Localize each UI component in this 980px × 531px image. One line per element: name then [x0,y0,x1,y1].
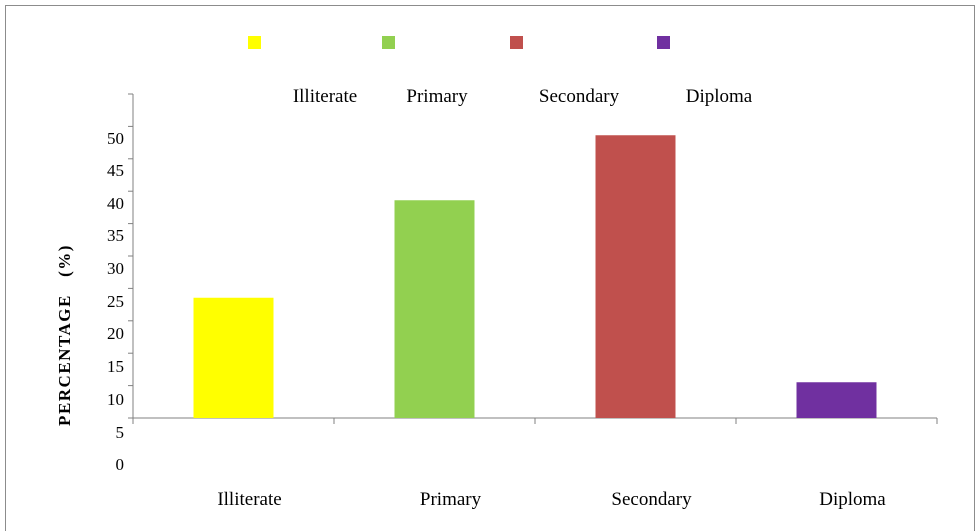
y-axis-title: PERCENTAGE (%) [55,244,74,426]
bar-illiterate [193,297,274,418]
legend: Illiterate Primary Secondary Diploma [248,36,753,107]
legend-label: Diploma [686,86,753,107]
y-axis: 0 5 10 15 20 25 30 35 40 45 50 [107,93,134,474]
x-tick-label: Diploma [819,489,886,510]
chart-frame [5,5,975,531]
y-tick-label: 45 [107,161,124,180]
x-axis: Illiterate Primary Secondary Diploma [132,417,938,510]
legend-swatch [382,36,395,49]
x-tick-label: Primary [420,489,482,510]
x-tick-label: Illiterate [217,489,281,510]
legend-label: Secondary [539,86,620,107]
bar-secondary [595,135,676,418]
y-tick-label: 30 [107,259,124,278]
y-tick-label: 50 [107,129,124,148]
y-tick-label: 40 [107,194,124,213]
x-tick-label: Secondary [611,489,692,510]
y-tick-label: 0 [116,455,125,474]
y-tick-label: 25 [107,292,124,311]
legend-swatch [657,36,670,49]
legend-swatch [248,36,261,49]
bar-primary [394,200,475,418]
bars [193,135,877,418]
y-tick-label: 5 [116,423,125,442]
bar-diploma [796,382,877,418]
legend-swatch [510,36,523,49]
y-tick-label: 15 [107,357,124,376]
y-tick-label: 35 [107,226,124,245]
legend-label: Illiterate [293,86,357,107]
legend-label: Primary [406,86,468,107]
y-tick-label: 20 [107,324,124,343]
y-tick-label: 10 [107,390,124,409]
